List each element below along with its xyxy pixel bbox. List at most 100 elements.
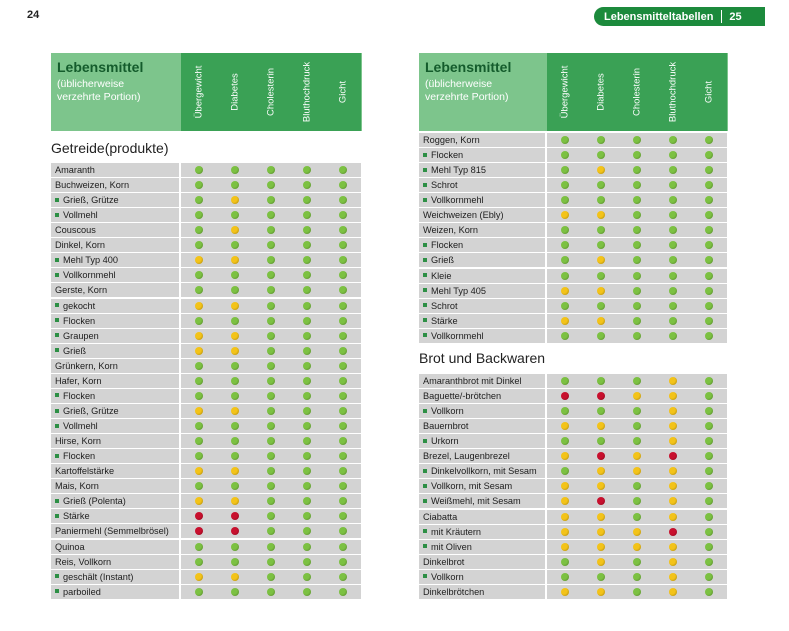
rating-cell-diabetes — [217, 434, 253, 449]
food-name: Brezel, Laugenbrezel — [423, 451, 510, 462]
rating-dot-green — [303, 482, 311, 491]
rating-cell-uebergewicht — [547, 193, 583, 208]
rating-cell-cholesterin — [253, 178, 289, 193]
rating-cell-diabetes — [583, 148, 619, 163]
table-row: Amaranth — [51, 163, 361, 178]
rating-dot-red — [597, 392, 605, 401]
food-name-cell: Brezel, Laugenbrezel — [419, 449, 545, 464]
bullet-icon — [423, 499, 427, 504]
rating-dot-green — [267, 346, 275, 355]
rating-cell-gicht — [691, 389, 727, 404]
rating-cell-bluthochdruck — [289, 524, 325, 539]
rating-cell-gicht — [691, 404, 727, 419]
rating-cell-uebergewicht — [547, 313, 583, 328]
table-row: parboiled — [51, 584, 361, 600]
rating-dot-green — [669, 331, 677, 340]
rating-dot-green — [195, 226, 203, 235]
left-header-title: Lebensmittel — [57, 59, 144, 75]
rating-cell-cholesterin — [619, 434, 655, 449]
rating-cell-bluthochdruck — [289, 569, 325, 584]
rating-cell-gicht — [325, 223, 361, 238]
rating-dot-green — [339, 196, 347, 205]
rating-cell-gicht — [691, 253, 727, 268]
rating-dot-green — [267, 211, 275, 220]
rating-cell-cholesterin — [619, 283, 655, 298]
rating-dot-yellow — [669, 497, 677, 506]
rating-dot-green — [633, 331, 641, 340]
rating-dot-yellow — [669, 482, 677, 491]
rating-cell-diabetes — [583, 449, 619, 464]
rating-cell-gicht — [691, 494, 727, 509]
bullet-icon — [55, 272, 59, 277]
rating-dot-green — [597, 271, 605, 280]
rating-cell-gicht — [325, 509, 361, 524]
rating-cell-bluthochdruck — [289, 178, 325, 193]
food-name: Mehl Typ 815 — [431, 165, 486, 176]
rating-cell-uebergewicht — [181, 464, 217, 479]
rating-dot-yellow — [195, 572, 203, 581]
rating-dot-yellow — [633, 542, 641, 551]
rating-dot-green — [195, 166, 203, 174]
rating-cell-gicht — [325, 268, 361, 283]
rating-dot-green — [231, 211, 239, 220]
rating-cell-uebergewicht — [547, 584, 583, 599]
rating-dot-green — [303, 196, 311, 205]
rating-cell-bluthochdruck — [289, 403, 325, 418]
rating-dot-red — [231, 527, 239, 536]
rating-cell-bluthochdruck — [655, 238, 691, 253]
rating-cell-bluthochdruck — [655, 374, 691, 388]
food-name-cell: Flocken — [51, 313, 179, 328]
bullet-icon — [55, 393, 59, 398]
rating-dot-red — [231, 512, 239, 521]
rating-dot-green — [597, 181, 605, 190]
rating-dot-green — [339, 587, 347, 596]
rating-cell-bluthochdruck — [655, 419, 691, 434]
table-row: Vollkorn — [419, 569, 727, 585]
rating-dot-green — [339, 166, 347, 174]
rating-dot-green — [195, 196, 203, 205]
food-name-cell: geschält (Instant) — [51, 569, 179, 584]
rating-cell-gicht — [691, 554, 727, 569]
rating-cell-uebergewicht — [181, 373, 217, 388]
rating-cell-uebergewicht — [547, 509, 583, 524]
bullet-icon — [55, 498, 59, 503]
rating-cell-diabetes — [217, 193, 253, 208]
rating-dot-green — [705, 271, 713, 280]
rating-dot-green — [705, 452, 713, 461]
rating-dot-green — [303, 331, 311, 340]
rating-cell-cholesterin — [619, 479, 655, 494]
rating-dot-green — [705, 482, 713, 491]
rating-dot-green — [303, 391, 311, 400]
food-name-cell: parboiled — [51, 584, 179, 599]
rating-dot-green — [267, 286, 275, 295]
food-name-cell: Vollkornmehl — [419, 193, 545, 208]
food-name: Dinkelvollkorn, mit Sesam — [431, 466, 537, 477]
rating-dot-green — [195, 452, 203, 461]
right-table-header: Lebensmittel (üblicherweise verzehrte Po… — [419, 53, 728, 131]
table-row: Amaranthbrot mit Dinkel — [419, 374, 727, 389]
rating-cell-bluthochdruck — [655, 313, 691, 328]
table-row: Hirse, Korn — [51, 434, 361, 449]
rating-dot-green — [303, 572, 311, 581]
food-name: Flocken — [63, 390, 96, 401]
rating-dot-yellow — [561, 542, 569, 551]
rating-dot-green — [303, 512, 311, 521]
rating-cell-gicht — [325, 343, 361, 358]
rating-dot-green — [339, 361, 347, 370]
food-name-cell: Ciabatta — [419, 509, 545, 524]
rating-cell-diabetes — [583, 374, 619, 388]
rating-cell-bluthochdruck — [655, 208, 691, 223]
rating-cell-bluthochdruck — [655, 163, 691, 178]
food-name-cell: Flocken — [51, 449, 179, 464]
food-name: Couscous — [55, 225, 96, 236]
rating-cell-uebergewicht — [181, 524, 217, 539]
food-name-cell: Vollkorn, mit Sesam — [419, 479, 545, 494]
left-col-header-diabetes: Diabetes — [217, 53, 253, 131]
rating-cell-cholesterin — [253, 253, 289, 268]
rating-dot-green — [195, 557, 203, 566]
rating-dot-green — [231, 587, 239, 596]
bullet-icon — [423, 483, 427, 488]
rating-dot-yellow — [231, 406, 239, 415]
rating-cell-cholesterin — [253, 373, 289, 388]
rating-cell-diabetes — [217, 524, 253, 539]
